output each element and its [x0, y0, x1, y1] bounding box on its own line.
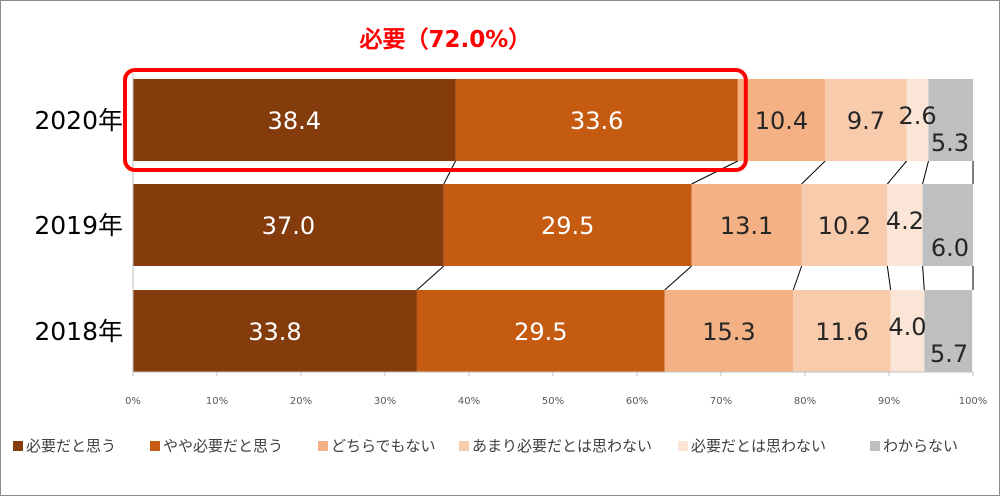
legend-swatch — [678, 441, 688, 451]
data-label: 13.1 — [720, 212, 773, 240]
series-connector — [886, 160, 908, 185]
x-tick-label: 20% — [290, 396, 312, 407]
connector-lines — [416, 160, 974, 291]
series-connector — [691, 160, 739, 185]
legend-swatch — [150, 441, 160, 451]
x-tick-label: 100% — [959, 396, 988, 407]
x-tick-label: 10% — [206, 396, 228, 407]
bar-segment — [887, 184, 923, 266]
data-label: 4.2 — [886, 207, 924, 235]
callout-title: 必要（72.0%） — [360, 26, 532, 53]
bar-segment — [691, 184, 802, 266]
data-label: 4.0 — [888, 313, 926, 341]
legend-label: わからない — [883, 437, 958, 455]
x-tick-label: 60% — [626, 396, 648, 407]
necessary-callout: 必要（72.0%） — [123, 26, 748, 172]
segment-labels: 38.4 33.6 10.4 9.7 2.65.3 37.0 29.5 13.1 10.2 4.2… — [248, 102, 969, 368]
series-connector — [886, 265, 892, 291]
series-connector — [922, 160, 929, 185]
series-connector — [416, 265, 445, 291]
bar-segment — [793, 290, 891, 372]
legend-swatch — [870, 441, 880, 451]
data-label: 10.4 — [755, 107, 808, 135]
data-label: 37.0 — [262, 212, 315, 240]
bar-segment — [664, 290, 794, 372]
data-label: 5.3 — [931, 129, 969, 157]
data-label: 29.5 — [514, 318, 567, 346]
x-tick-label: 80% — [794, 396, 816, 407]
data-label: 5.7 — [930, 340, 968, 368]
x-axis: 0% 10% 20% 30% 40% 50% 60% 70% 80% 90% 100% — [125, 73, 987, 407]
bar-segment — [928, 79, 973, 161]
bar-segment — [443, 184, 692, 266]
bar-segment — [922, 184, 973, 266]
series-connector — [792, 265, 803, 291]
legend-label: 必要だと思う — [26, 437, 116, 455]
bar-segment — [906, 79, 929, 161]
data-label: 9.7 — [847, 107, 885, 135]
row-label: 2019年 — [34, 211, 123, 240]
x-tick-label: 90% — [878, 396, 900, 407]
legend-swatch — [13, 441, 23, 451]
callout-box — [123, 68, 748, 172]
x-tick-label: 50% — [542, 396, 564, 407]
bar-segment — [801, 184, 888, 266]
x-tick-label: 30% — [374, 396, 396, 407]
legend: 必要だと思う やや必要だと思う どちらでもない あまり必要だとは思わない 必要だとは思わ… — [13, 437, 958, 455]
row-label: 2020年 — [34, 106, 123, 135]
bar-segment — [890, 290, 925, 372]
data-label: 2.6 — [898, 102, 936, 130]
bar-segment — [133, 79, 456, 161]
bar-segment — [416, 290, 665, 372]
bar-segment — [133, 184, 444, 266]
series-connector — [443, 160, 457, 185]
legend-swatch — [459, 441, 469, 451]
legend-label: 必要だとは思わない — [691, 437, 826, 455]
data-label: 33.6 — [570, 107, 623, 135]
bar-segment — [455, 79, 738, 161]
row-label: 2018年 — [34, 317, 123, 346]
series-connector — [922, 265, 925, 291]
series-connector — [801, 160, 826, 185]
bar-segment — [133, 290, 417, 372]
series-connector — [664, 265, 692, 291]
data-label: 29.5 — [541, 212, 594, 240]
legend-label: やや必要だと思う — [163, 437, 283, 455]
data-label: 10.2 — [818, 212, 871, 240]
bar-segment — [924, 290, 973, 372]
bar-segment — [737, 79, 826, 161]
legend-label: どちらでもない — [331, 437, 436, 455]
x-tick-label: 40% — [458, 396, 480, 407]
data-label: 6.0 — [931, 234, 969, 262]
x-tick-label: 70% — [710, 396, 732, 407]
legend-swatch — [318, 441, 328, 451]
bar-segment — [825, 79, 907, 161]
row-labels: 2020年 2019年 2018年 — [34, 106, 123, 346]
data-label: 33.8 — [248, 318, 301, 346]
bar-segments — [133, 79, 973, 372]
legend-label: あまり必要だとは思わない — [472, 437, 652, 455]
data-label: 15.3 — [702, 318, 755, 346]
data-label: 38.4 — [268, 107, 321, 135]
x-tick-label: 0% — [125, 396, 141, 407]
data-label: 11.6 — [815, 318, 868, 346]
